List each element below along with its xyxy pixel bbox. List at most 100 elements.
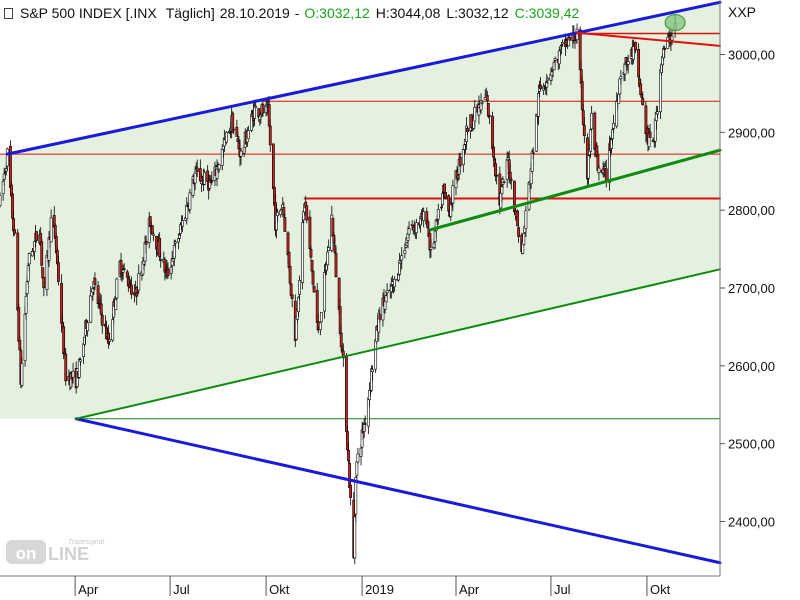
close-value: C:3039,42 <box>514 5 580 21</box>
candle-body <box>261 104 265 114</box>
y-tick-label: 2500,00 <box>728 437 775 452</box>
candle-body <box>451 185 455 204</box>
candle-body <box>593 112 597 150</box>
candle-body <box>136 292 140 294</box>
candle-body <box>239 150 243 157</box>
candle <box>582 116 586 144</box>
candle-body <box>561 41 564 45</box>
candle <box>436 203 440 225</box>
candle-body <box>546 77 550 81</box>
candle <box>191 174 195 199</box>
x-tick-label: Okt <box>650 582 671 597</box>
candle <box>451 179 455 211</box>
candle-body <box>203 172 206 185</box>
x-tick-label: Apr <box>78 582 99 597</box>
candle-body <box>589 129 593 152</box>
candle-body <box>612 123 615 129</box>
candle-body <box>99 303 103 315</box>
candle-body <box>611 129 614 139</box>
candle-body <box>130 284 133 295</box>
candle <box>631 39 635 64</box>
candle <box>561 39 564 47</box>
candle <box>1 178 5 201</box>
candle <box>297 295 300 317</box>
candle <box>655 106 659 118</box>
candle <box>276 208 279 223</box>
candle-body <box>170 258 174 266</box>
green-support-thick <box>429 148 722 232</box>
candle-body <box>289 283 293 296</box>
candle-body <box>371 369 374 373</box>
candle-body <box>173 241 177 244</box>
candle-body <box>232 128 236 131</box>
candle <box>349 479 353 506</box>
candle <box>26 262 30 285</box>
candle <box>288 262 292 287</box>
candle <box>663 45 667 58</box>
candle-body <box>623 63 627 75</box>
candle <box>24 291 28 320</box>
candle-body <box>305 205 309 221</box>
candle <box>188 189 192 214</box>
candle-body <box>573 40 577 44</box>
candle <box>487 114 491 125</box>
candle-body <box>235 126 239 137</box>
candle <box>466 126 469 135</box>
candle-body <box>301 222 305 283</box>
candle-body <box>473 107 477 122</box>
candle <box>108 332 111 346</box>
candle <box>641 91 645 106</box>
y-tick-label: 3000,00 <box>728 47 775 62</box>
candle <box>334 247 338 278</box>
candle-body <box>151 233 155 236</box>
candle-body <box>35 231 38 241</box>
candle-body <box>334 253 338 278</box>
candle-body <box>530 151 534 172</box>
candle-body <box>276 211 279 217</box>
candle <box>545 73 549 96</box>
candle <box>597 164 601 181</box>
candle <box>356 447 360 465</box>
candle-body <box>403 249 407 254</box>
candle-body <box>480 101 484 104</box>
y-tick-label: 2700,00 <box>728 281 775 296</box>
candle <box>16 228 20 312</box>
candle <box>312 285 316 293</box>
checkbox-icon[interactable] <box>4 7 13 19</box>
candle-body <box>524 210 528 229</box>
candle-body <box>5 148 9 167</box>
candle <box>309 245 313 263</box>
candle <box>49 209 53 243</box>
candle-body <box>444 192 447 199</box>
marker-layer <box>664 14 686 32</box>
candle <box>185 197 189 225</box>
candle <box>553 56 557 67</box>
candle-body <box>115 278 119 299</box>
candle-body <box>77 359 81 378</box>
candle-body <box>553 58 557 61</box>
candle <box>283 213 287 232</box>
symbol-label: S&P 500 INDEX [.INX <box>20 5 157 21</box>
candle <box>261 99 265 117</box>
candle-body <box>188 192 192 210</box>
candle-body <box>441 193 444 206</box>
candle-body <box>122 268 126 270</box>
candle <box>634 41 637 54</box>
candle-body <box>500 186 504 194</box>
candle-body <box>345 355 348 432</box>
candle-body <box>0 194 2 206</box>
candle <box>393 276 396 292</box>
candle-body <box>318 322 322 331</box>
y-tick-label: 2400,00 <box>728 515 775 530</box>
candle <box>422 207 426 228</box>
candle-body <box>57 262 60 282</box>
candle <box>546 76 550 85</box>
candle-body <box>663 48 667 51</box>
candle <box>195 159 199 177</box>
candle-body <box>590 113 594 130</box>
candle-body <box>159 259 163 262</box>
candle-body <box>231 112 235 133</box>
candle <box>346 425 349 453</box>
